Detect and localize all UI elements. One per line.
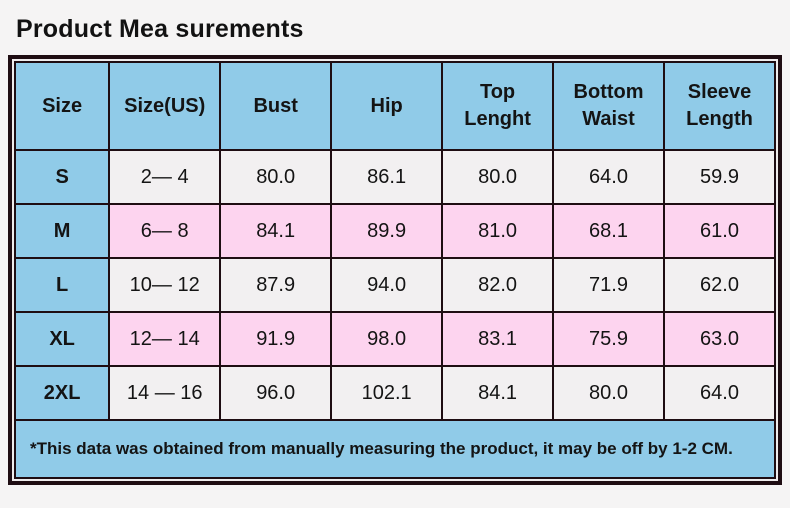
cell-size: S xyxy=(13,149,111,205)
measurements-table-frame: Size Size(US) Bust Hip Top Lenght Bottom… xyxy=(8,55,782,485)
col-header-top-length: Top Lenght xyxy=(441,61,555,151)
table-row-m: M 6— 8 84.1 89.9 81.0 68.1 61.0 xyxy=(13,203,776,259)
cell-sleeve-length: 62.0 xyxy=(663,257,776,313)
table-row-2xl: 2XL 14 — 16 96.0 102.1 84.1 80.0 64.0 xyxy=(13,365,776,421)
cell-size-us: 6— 8 xyxy=(108,203,222,259)
cell-size-us: 10— 12 xyxy=(108,257,222,313)
cell-bust: 84.1 xyxy=(219,203,333,259)
page-title: Product Mea surements xyxy=(16,15,304,43)
cell-hip: 102.1 xyxy=(330,365,444,421)
table-row-s: S 2— 4 80.0 86.1 80.0 64.0 59.9 xyxy=(13,149,776,205)
cell-top-length: 83.1 xyxy=(441,311,555,367)
cell-size-us: 14 — 16 xyxy=(108,365,222,421)
cell-hip: 98.0 xyxy=(330,311,444,367)
cell-hip: 86.1 xyxy=(330,149,444,205)
col-header-bottom-waist: Bottom Waist xyxy=(552,61,665,151)
footnote-row: *This data was obtained from manually me… xyxy=(14,419,776,479)
cell-bust: 91.9 xyxy=(219,311,333,367)
cell-bust: 87.9 xyxy=(219,257,333,313)
cell-size: XL xyxy=(13,311,111,367)
cell-sleeve-length: 61.0 xyxy=(663,203,776,259)
cell-size: M xyxy=(13,203,111,259)
table-row-l: L 10— 12 87.9 94.0 82.0 71.9 62.0 xyxy=(13,257,776,313)
cell-bust: 96.0 xyxy=(219,365,333,421)
cell-top-length: 84.1 xyxy=(441,365,555,421)
cell-bottom-waist: 75.9 xyxy=(552,311,665,367)
cell-bottom-waist: 68.1 xyxy=(552,203,665,259)
cell-sleeve-length: 59.9 xyxy=(663,149,776,205)
col-header-sleeve-length: Sleeve Length xyxy=(663,61,776,151)
cell-bottom-waist: 64.0 xyxy=(552,149,665,205)
measurements-table: Size Size(US) Bust Hip Top Lenght Bottom… xyxy=(13,61,776,479)
header-row: Size Size(US) Bust Hip Top Lenght Bottom… xyxy=(13,61,776,151)
col-header-bust: Bust xyxy=(219,61,333,151)
footnote-text: *This data was obtained from manually me… xyxy=(14,419,776,479)
cell-hip: 94.0 xyxy=(330,257,444,313)
cell-size-us: 12— 14 xyxy=(108,311,222,367)
col-header-size: Size xyxy=(13,61,111,151)
cell-sleeve-length: 63.0 xyxy=(663,311,776,367)
cell-bottom-waist: 80.0 xyxy=(552,365,665,421)
col-header-hip: Hip xyxy=(330,61,444,151)
cell-hip: 89.9 xyxy=(330,203,444,259)
cell-top-length: 81.0 xyxy=(441,203,555,259)
cell-bust: 80.0 xyxy=(219,149,333,205)
cell-top-length: 80.0 xyxy=(441,149,555,205)
table-row-xl: XL 12— 14 91.9 98.0 83.1 75.9 63.0 xyxy=(13,311,776,367)
cell-size: L xyxy=(13,257,111,313)
cell-sleeve-length: 64.0 xyxy=(663,365,776,421)
cell-size: 2XL xyxy=(13,365,111,421)
cell-bottom-waist: 71.9 xyxy=(552,257,665,313)
cell-top-length: 82.0 xyxy=(441,257,555,313)
col-header-size-us: Size(US) xyxy=(108,61,222,151)
cell-size-us: 2— 4 xyxy=(108,149,222,205)
